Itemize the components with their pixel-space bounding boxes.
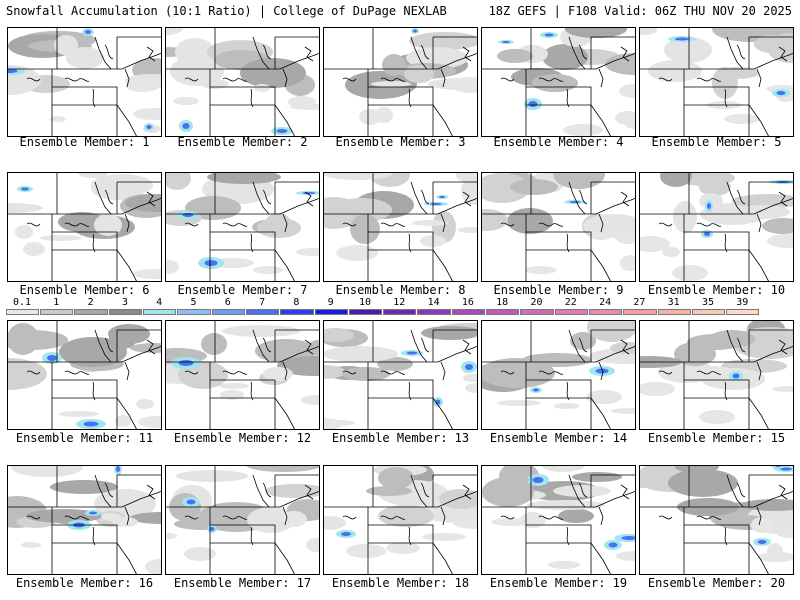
colorbar-swatch (554, 309, 588, 315)
colorbar-tick-label: 22 (564, 297, 577, 308)
map-title: Snowfall Accumulation (10:1 Ratio) | Col… (6, 4, 447, 18)
colorbar-swatch (486, 309, 520, 315)
colorbar-tick-label: 7 (259, 297, 266, 308)
member-map-panel (481, 320, 636, 430)
colorbar-swatch (623, 309, 657, 315)
member-map-panel (323, 320, 478, 430)
member-label: Ensemble Member: 6 (19, 283, 150, 297)
member-map-panel (323, 172, 478, 282)
member-map-panel (165, 172, 320, 282)
colorbar-swatch (280, 309, 314, 315)
member-map-panel (323, 465, 478, 575)
colorbar-tick-label: 24 (599, 297, 612, 308)
colorbar-tick-label: 9 (327, 297, 334, 308)
member-label: Ensemble Member: 7 (177, 283, 308, 297)
member-label: Ensemble Member: 8 (335, 283, 466, 297)
member-label: Ensemble Member: 18 (331, 576, 470, 590)
colorbar-tick-label: 5 (190, 297, 197, 308)
colorbar-tick-label: 20 (530, 297, 543, 308)
colorbar-swatch (5, 309, 40, 315)
run-info: 18Z GEFS | F108 Valid: 06Z THU NOV 20 20… (488, 4, 792, 18)
member-label: Ensemble Member: 11 (15, 431, 154, 445)
colorbar-swatch (451, 309, 486, 315)
member-map-panel (7, 27, 162, 137)
colorbar-swatch (383, 309, 417, 315)
colorbar-tick-label: 0.1 (12, 297, 32, 308)
colorbar-tick-label: 31 (667, 297, 680, 308)
colorbar-swatch (74, 309, 108, 315)
colorbar-tick-label: 8 (293, 297, 300, 308)
colorbar-swatch (657, 309, 691, 315)
colorbar-tick-label: 27 (633, 297, 646, 308)
member-label: Ensemble Member: 3 (335, 135, 466, 149)
member-map-panel (165, 320, 320, 430)
member-label: Ensemble Member: 19 (489, 576, 628, 590)
colorbar-swatch (177, 309, 211, 315)
member-map-panel (7, 465, 162, 575)
colorbar-swatch (520, 309, 554, 315)
member-map-panel (165, 27, 320, 137)
colorbar-tick-label: 14 (427, 297, 440, 308)
member-label: Ensemble Member: 12 (173, 431, 312, 445)
colorbar-tick-label: 6 (224, 297, 231, 308)
member-label: Ensemble Member: 9 (493, 283, 624, 297)
colorbar-swatch (108, 309, 143, 315)
colorbar-swatch (40, 309, 74, 315)
colorbar-tick-label: 12 (393, 297, 406, 308)
snowfall-colorbar: 0.1 1 2 3 4 5 6 7 8 9 10 12 14 16 18 20 22 24 27 31 35 39 (5, 297, 792, 317)
member-label: Ensemble Member: 2 (177, 135, 308, 149)
colorbar-swatch (245, 309, 280, 315)
colorbar-tick-label: 16 (461, 297, 474, 308)
colorbar-tick-label: 35 (701, 297, 715, 308)
colorbar-tick-label: 18 (496, 297, 509, 308)
member-label: Ensemble Member: 5 (651, 135, 782, 149)
colorbar-swatch (211, 309, 245, 315)
member-map-panel (7, 320, 162, 430)
colorbar-tick-label: 1 (53, 297, 60, 308)
member-label: Ensemble Member: 1 (19, 135, 150, 149)
colorbar-swatch (143, 309, 177, 315)
colorbar-swatch (314, 309, 348, 315)
colorbar-swatch (726, 309, 760, 315)
member-map-panel (165, 465, 320, 575)
member-map-panel (481, 172, 636, 282)
colorbar-tick-label: 10 (358, 297, 372, 308)
colorbar-tick-label: 2 (87, 297, 94, 308)
member-map-panel (639, 320, 794, 430)
member-label: Ensemble Member: 20 (647, 576, 786, 590)
member-label: Ensemble Member: 17 (173, 576, 312, 590)
member-label: Ensemble Member: 4 (493, 135, 624, 149)
member-map-panel (481, 465, 636, 575)
member-label: Ensemble Member: 15 (647, 431, 786, 445)
member-label: Ensemble Member: 13 (331, 431, 470, 445)
colorbar-tick-label: 4 (156, 297, 163, 308)
member-map-panel (639, 172, 794, 282)
member-label: Ensemble Member: 10 (647, 283, 786, 297)
member-label: Ensemble Member: 16 (15, 576, 154, 590)
colorbar-swatch (588, 309, 623, 315)
colorbar-swatch (348, 309, 383, 315)
colorbar-tick-label: 39 (736, 297, 749, 308)
member-map-panel (7, 172, 162, 282)
colorbar-swatch (691, 309, 726, 315)
member-map-panel (481, 27, 636, 137)
colorbar-swatch (417, 309, 451, 315)
member-map-panel (323, 27, 478, 137)
member-map-panel (639, 27, 794, 137)
member-label: Ensemble Member: 14 (489, 431, 628, 445)
member-map-panel (639, 465, 794, 575)
colorbar-tick-label: 3 (121, 297, 128, 308)
